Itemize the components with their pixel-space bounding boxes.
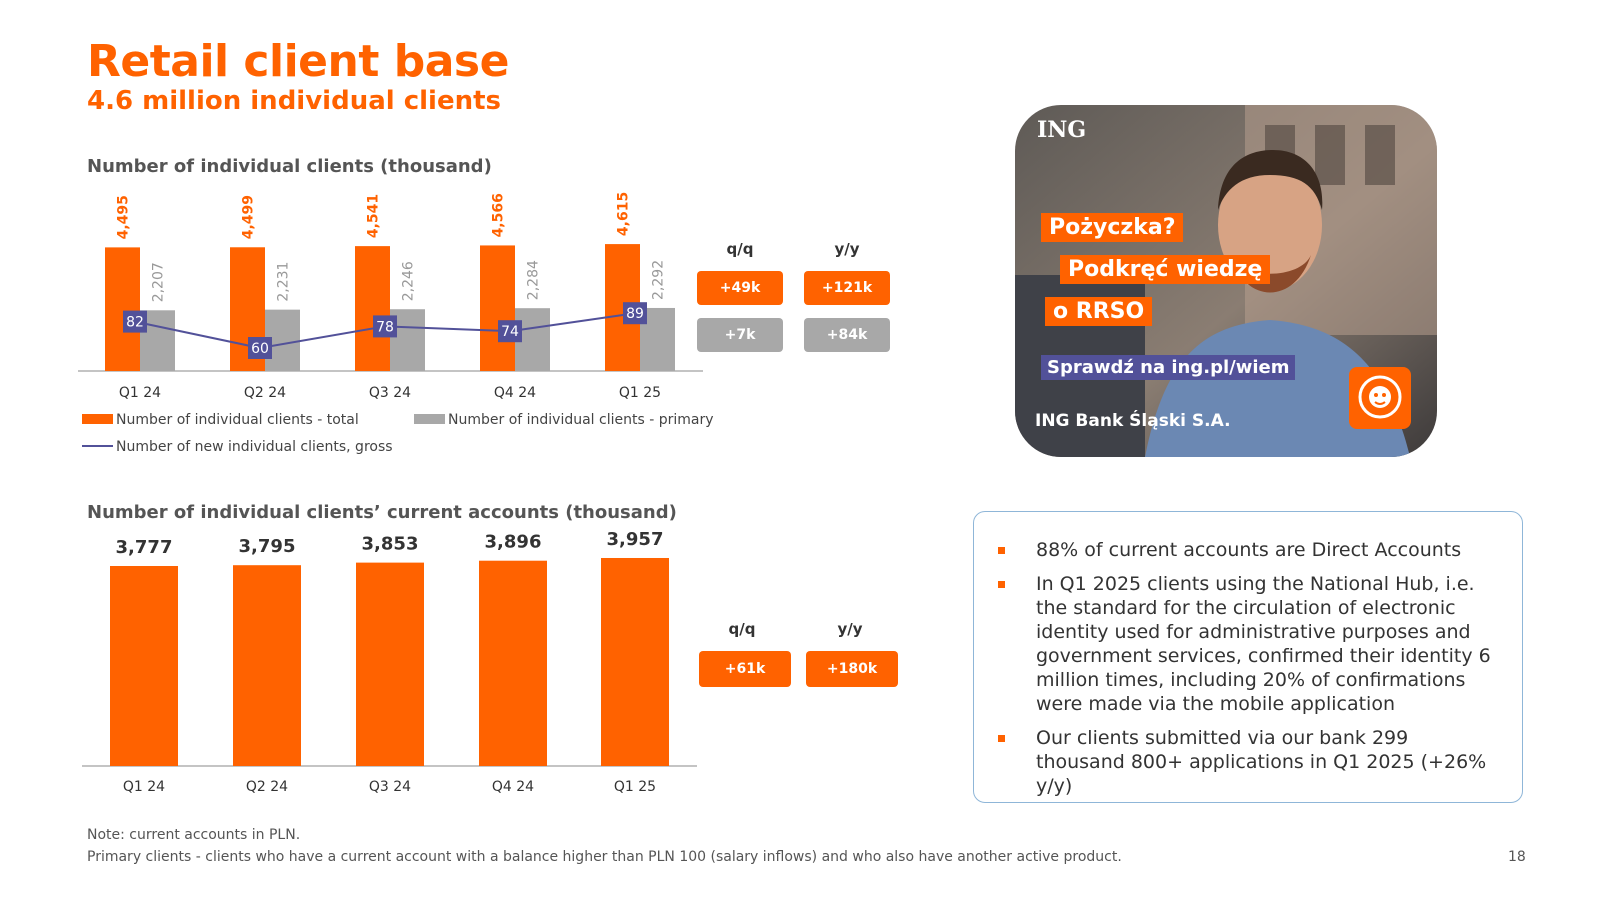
lion-icon [1349,367,1411,429]
bar-accounts [110,566,178,766]
chart2-title: Number of individual clients’ current ac… [87,502,677,523]
label-accounts: 3,957 [607,529,664,550]
accounts-chart: 3,777 Q1 24 3,795 Q2 24 3,853 Q3 24 3,896 Q4 24… [82,529,697,795]
chart2-qq-header: q/q [728,620,756,638]
label-primary: 2,231 [276,262,292,302]
primary-qq-badge: +7k [697,318,783,352]
info-bullet: 88% of current accounts are Direct Accou… [998,538,1498,562]
x-tick-label: Q3 24 [369,779,411,795]
bar-total [480,245,515,371]
label-new-clients: 74 [501,324,519,340]
label-total: 4,615 [616,192,632,236]
bar-accounts [601,557,669,766]
chart1-yy-header: y/y [834,240,860,258]
line-point [498,320,522,343]
x-tick-label: Q1 25 [619,385,661,401]
page-title: Retail client base [87,36,509,87]
clients-chart: 4,495 2,207 Q1 24 4,499 2,231 Q2 24 4,541 2,246… [78,192,714,455]
page-number: 18 [1508,849,1526,865]
x-tick-label: Q1 25 [614,779,656,795]
accounts-yy-badge: +180k [806,651,898,687]
label-accounts: 3,777 [116,537,173,558]
label-primary: 2,284 [526,260,542,300]
legend-swatch-primary [414,414,445,424]
primary-yy-badge: +84k [804,318,890,352]
promo-footer: ING Bank Śląski S.A. [1035,411,1231,431]
label-new-clients: 78 [376,319,394,335]
chart2-yy-header: y/y [837,620,863,638]
label-accounts: 3,896 [485,532,542,553]
footnote-2: Primary clients - clients who have a cur… [87,849,1122,865]
chart1-qq-header: q/q [726,240,754,258]
line-point [123,310,147,333]
footnote-1: Note: current accounts in PLN. [87,827,301,843]
label-total: 4,541 [366,194,382,238]
line-point [373,315,397,338]
accounts-qq-badge: +61k [699,651,791,687]
legend-label-total: Number of individual clients - total [116,412,359,428]
promo-line2: Podkręć wiedzę [1060,255,1271,284]
promo-image: ING Pożyczka? Podkręć wiedzę o RRSO Spra… [1015,105,1437,457]
x-tick-label: Q4 24 [494,385,536,401]
info-bullet: In Q1 2025 clients using the National Hu… [998,572,1498,716]
x-tick-label: Q4 24 [492,779,534,795]
bullet-marker [998,735,1005,742]
x-tick-label: Q3 24 [369,385,411,401]
line-point [248,337,272,359]
bar-total [105,247,140,371]
label-accounts: 3,853 [362,534,419,555]
legend-label-primary: Number of individual clients - primary [448,412,714,428]
x-tick-label: Q2 24 [244,385,286,401]
promo-cta: Sprawdź na ing.pl/wiem [1041,355,1296,380]
label-new-clients: 60 [251,341,269,357]
x-tick-label: Q1 24 [119,385,161,401]
legend-label-line: Number of new individual clients, gross [116,439,393,455]
legend-swatch-total [82,414,113,424]
label-primary: 2,292 [651,260,667,300]
label-new-clients: 82 [126,315,144,331]
total-qq-badge: +49k [697,271,783,305]
bar-accounts [356,562,424,766]
label-primary: 2,246 [401,261,417,301]
page-subtitle: 4.6 million individual clients [87,86,501,116]
label-total: 4,495 [116,195,132,239]
bullet-marker [998,547,1005,554]
label-primary: 2,207 [151,262,167,302]
total-yy-badge: +121k [804,271,890,305]
label-new-clients: 89 [626,306,644,322]
label-accounts: 3,795 [239,536,296,557]
line-point [623,302,647,325]
promo-line1: Pożyczka? [1041,213,1184,242]
x-tick-label: Q1 24 [123,779,165,795]
info-bullet: Our clients submitted via our bank 299 t… [998,726,1498,798]
bar-total [355,246,390,371]
promo-line3: o RRSO [1045,297,1153,326]
bar-accounts [233,565,301,766]
chart1-title: Number of individual clients (thousand) [87,156,492,177]
bar-accounts [479,560,547,766]
info-list: 88% of current accounts are Direct Accou… [974,512,1522,798]
label-total: 4,566 [491,193,507,237]
label-total: 4,499 [241,195,257,239]
bullet-marker [998,581,1005,588]
info-box: 88% of current accounts are Direct Accou… [973,511,1523,803]
x-tick-label: Q2 24 [246,779,288,795]
ing-logo: ING [1037,117,1087,143]
